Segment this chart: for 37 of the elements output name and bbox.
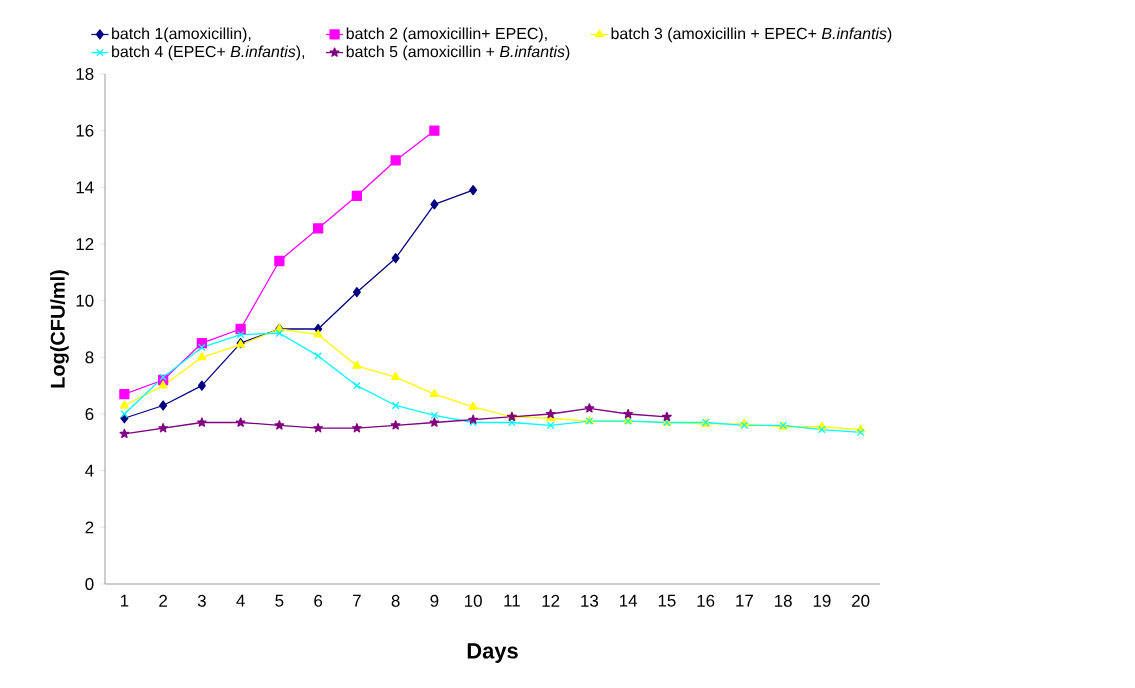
legend-label: batch 3 (amoxicillin + EPEC+ B.infantis) [611, 27, 892, 43]
x-tick-label: 11 [504, 594, 520, 607]
y-tick-label: 14 [76, 181, 94, 194]
x-tick-label: 2 [159, 594, 167, 607]
x-tick-label: 4 [236, 594, 245, 607]
x-tick-label: 6 [314, 594, 323, 607]
x-axis-title: Days [467, 643, 518, 663]
y-tick-label: 4 [85, 464, 94, 477]
x-tick-label: 17 [736, 594, 753, 607]
x-tick-label: 18 [775, 594, 792, 607]
x-tick-label: 19 [813, 594, 831, 607]
y-tick-label: 18 [76, 68, 94, 80]
y-tick-label: 12 [76, 238, 94, 250]
x-tick-label: 9 [430, 594, 439, 607]
y-tick-label: 16 [76, 124, 94, 137]
y-tick-label: 2 [85, 521, 94, 534]
x-tick-label: 8 [391, 594, 400, 607]
x-tick-label: 12 [542, 594, 560, 607]
x-tick-label: 3 [197, 594, 206, 607]
x-tick-label: 13 [581, 594, 599, 607]
y-tick-label: 10 [76, 294, 94, 307]
x-tick-label: 20 [852, 594, 870, 607]
legend-label: batch 5 (amoxicillin + B.infantis) [346, 45, 570, 61]
x-tick-label: 14 [620, 594, 638, 607]
y-tick-label: 8 [85, 351, 94, 364]
x-tick-label: 7 [353, 594, 361, 607]
x-tick-label: 1 [120, 594, 129, 607]
legend-label: batch 4 (EPEC+ B.infantis), [112, 45, 305, 61]
x-tick-label: 10 [465, 594, 482, 607]
x-tick-label: 5 [275, 594, 284, 607]
y-tick-label: 6 [85, 408, 94, 420]
y-tick-label: 0 [85, 578, 94, 590]
y-axis-title: Log(CFU/ml) [50, 270, 69, 388]
legend-label: batch 2 (amoxicillin+ EPEC), [346, 27, 547, 43]
legend-label: batch 1(amoxicillin), [112, 27, 251, 43]
x-tick-label: 16 [697, 594, 715, 607]
x-tick-label: 15 [658, 594, 676, 607]
